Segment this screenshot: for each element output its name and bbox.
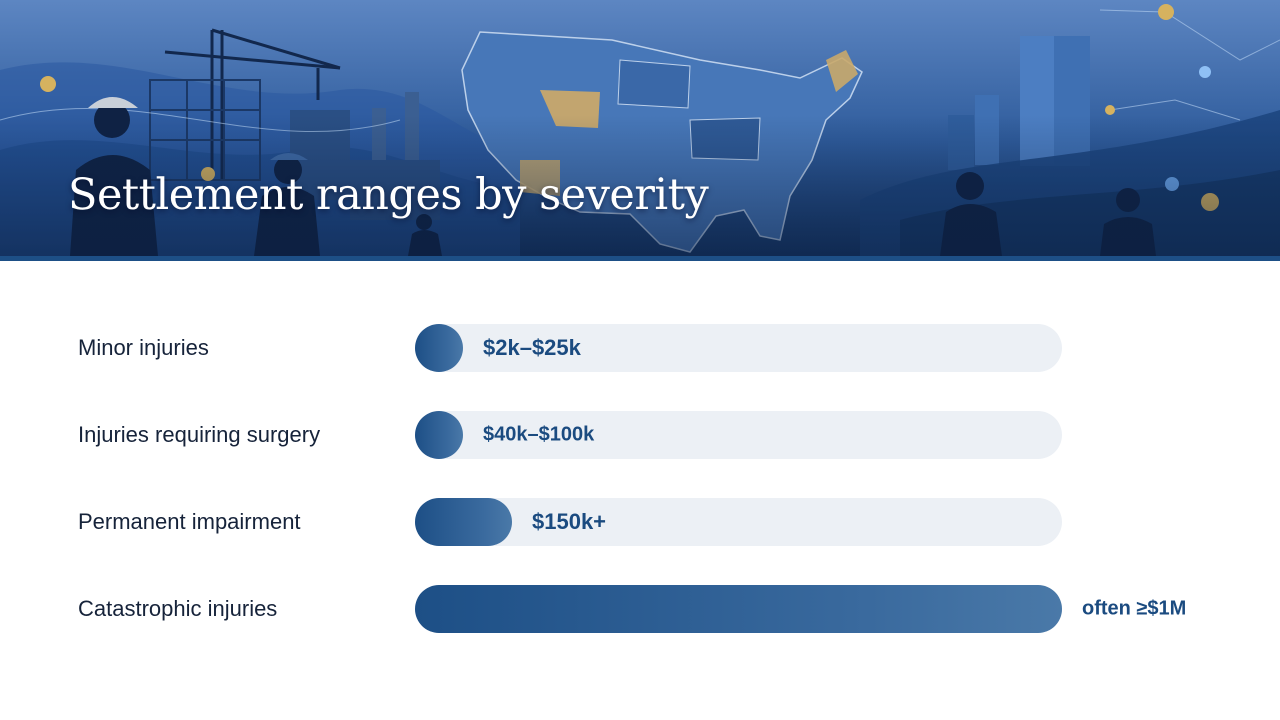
bar-track <box>415 585 1062 633</box>
value-label: $2k–$25k <box>483 335 581 360</box>
bar <box>415 324 463 372</box>
hero-illustration <box>0 0 1280 256</box>
bar <box>415 498 512 546</box>
bar <box>415 411 463 459</box>
bar-track <box>415 498 1062 546</box>
settlement-bar-chart: Minor injuries $2k–$25k Injuries requiring… <box>0 300 1280 660</box>
category-label: Catastrophic injuries <box>78 596 278 621</box>
value-label: $40k–$100k <box>483 423 595 446</box>
category-label: Permanent impairment <box>78 509 301 534</box>
value-label: $150k+ <box>532 509 607 534</box>
header-divider <box>0 256 1280 261</box>
category-label: Injuries requiring surgery <box>78 422 321 447</box>
page-title: Settlement ranges by severity <box>68 170 709 220</box>
category-label: Minor injuries <box>78 335 209 360</box>
bar-track <box>415 411 1062 459</box>
bar-track <box>415 324 1062 372</box>
bar <box>415 585 1062 633</box>
value-label: often ≥$1M <box>1082 597 1187 620</box>
hero-banner: Settlement ranges by severity <box>0 0 1280 256</box>
